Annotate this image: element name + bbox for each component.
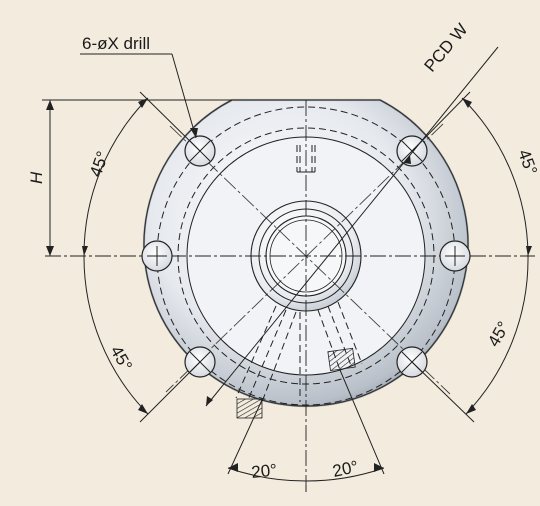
angle-bottom-left-label: 20° [250,460,278,482]
drill-label: 6-øX drill [82,34,150,53]
angle-upper-right-label: 45° [514,147,540,178]
h-dimension [42,99,232,256]
port-hatch-right [327,347,356,372]
pcd-leader [205,46,499,407]
drill-leader [80,53,198,139]
top-tapped-hole [296,145,316,173]
angle-bottom-right-label: 20° [331,457,360,481]
angle-lower-right-label: 45° [484,318,513,350]
pcd-label: PCD W [421,20,472,76]
h-label: H [27,171,46,184]
angle-lower-left-label: 45° [107,343,136,375]
angle-arcs [82,91,532,492]
hidden-passages [235,301,363,403]
